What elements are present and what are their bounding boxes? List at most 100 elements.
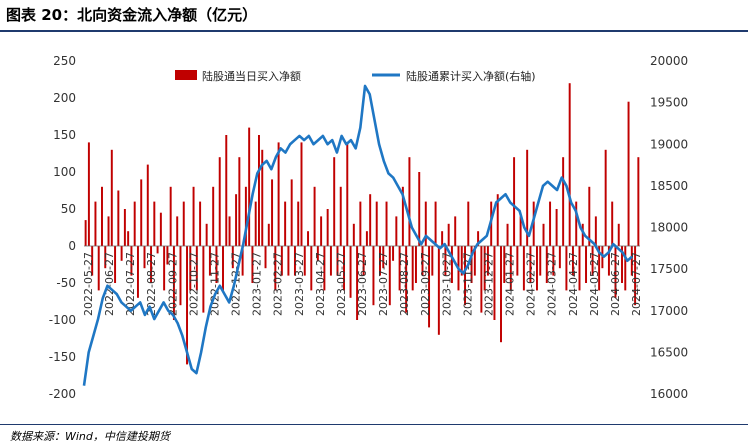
bar [480, 246, 483, 313]
bar [529, 246, 532, 283]
y-right-tick-label: 19000 [650, 137, 688, 151]
x-tick-label: 2022-12-27 [230, 252, 243, 316]
bar [428, 246, 431, 328]
bar [477, 231, 480, 246]
bar [159, 212, 162, 246]
x-tick-label: 2024-02-27 [525, 252, 538, 316]
bar [578, 246, 581, 291]
bar [522, 246, 525, 291]
bar [624, 246, 627, 291]
bar [405, 246, 408, 313]
x-tick-label: 2023-03-27 [293, 252, 306, 316]
line-series [82, 84, 633, 386]
y-right-tick-label: 19500 [650, 96, 688, 110]
bar [352, 223, 355, 246]
bar [421, 246, 424, 276]
bar [195, 246, 198, 291]
bar [192, 186, 195, 246]
bar [303, 246, 306, 276]
x-tick-label: 2024-05-27 [588, 252, 601, 316]
bar [630, 246, 633, 276]
bar [150, 246, 153, 283]
bar [575, 201, 578, 246]
bar [87, 142, 90, 246]
x-tick-label: 2023-08-27 [398, 252, 411, 316]
bar [532, 201, 535, 246]
bar [607, 246, 610, 276]
bar [343, 246, 345, 291]
bar [290, 179, 293, 246]
bar [215, 246, 218, 283]
bar [395, 216, 398, 246]
bar [536, 246, 538, 291]
bar [241, 246, 244, 276]
bar [604, 149, 607, 246]
bar [107, 216, 110, 246]
x-tick-label: 2023-05-27 [335, 252, 348, 316]
bar [300, 142, 303, 246]
bar [568, 83, 571, 246]
y-right-tick-label: 20000 [650, 54, 688, 68]
bar [401, 186, 404, 246]
bar [388, 246, 391, 306]
bar [310, 246, 313, 291]
bar [277, 142, 280, 246]
bar [598, 246, 601, 291]
bar [176, 216, 179, 246]
bar [235, 194, 238, 246]
bar [408, 157, 411, 246]
bar [329, 246, 332, 276]
x-tick-label: 2023-04-27 [314, 252, 327, 316]
bar [94, 201, 97, 246]
x-tick-label: 2022-08-27 [145, 252, 158, 316]
y-left-tick-label: -100 [49, 313, 76, 327]
y-left-tick-label: 250 [53, 54, 76, 68]
bar [614, 246, 617, 298]
bar [549, 201, 552, 246]
bar-series [84, 83, 640, 365]
bar [545, 246, 548, 283]
bar [552, 246, 555, 276]
bar [483, 246, 486, 291]
bar [431, 246, 434, 276]
bar [133, 201, 136, 246]
bar [323, 246, 326, 291]
bar [382, 246, 385, 269]
bar [542, 223, 545, 246]
bar [297, 201, 300, 246]
bar [513, 157, 516, 246]
bar [594, 216, 597, 246]
x-tick-label: 2024-04-27 [567, 252, 580, 316]
bar [441, 231, 444, 246]
bar [434, 201, 437, 246]
bar [571, 246, 574, 276]
bar [264, 246, 267, 269]
x-tick-label: 2022-06-27 [103, 252, 116, 316]
bar [555, 209, 558, 246]
bar [637, 157, 640, 246]
bar [369, 194, 372, 246]
bar [470, 246, 473, 283]
left-axis: -200 -150 -100 -50 0 50 100 150 200 250 [49, 54, 76, 401]
bar [450, 246, 453, 283]
x-tick-label: 2022-05-27 [82, 252, 95, 316]
bar [146, 164, 149, 246]
y-left-tick-label: -50 [56, 276, 76, 290]
x-tick-label: 2024-03-27 [546, 252, 559, 316]
bar [503, 246, 506, 283]
bar [199, 201, 202, 246]
bar [120, 246, 123, 261]
y-right-tick-label: 16500 [650, 345, 688, 359]
bar [473, 246, 476, 276]
y-left-tick-label: -200 [49, 387, 76, 401]
bar [97, 246, 100, 291]
footer-rule [0, 424, 748, 425]
bar [411, 246, 414, 291]
bar [172, 246, 175, 320]
bar [359, 201, 362, 246]
bar [634, 246, 637, 306]
bar [212, 186, 215, 246]
bar [231, 246, 234, 269]
bar [267, 223, 270, 246]
bar [313, 186, 316, 246]
